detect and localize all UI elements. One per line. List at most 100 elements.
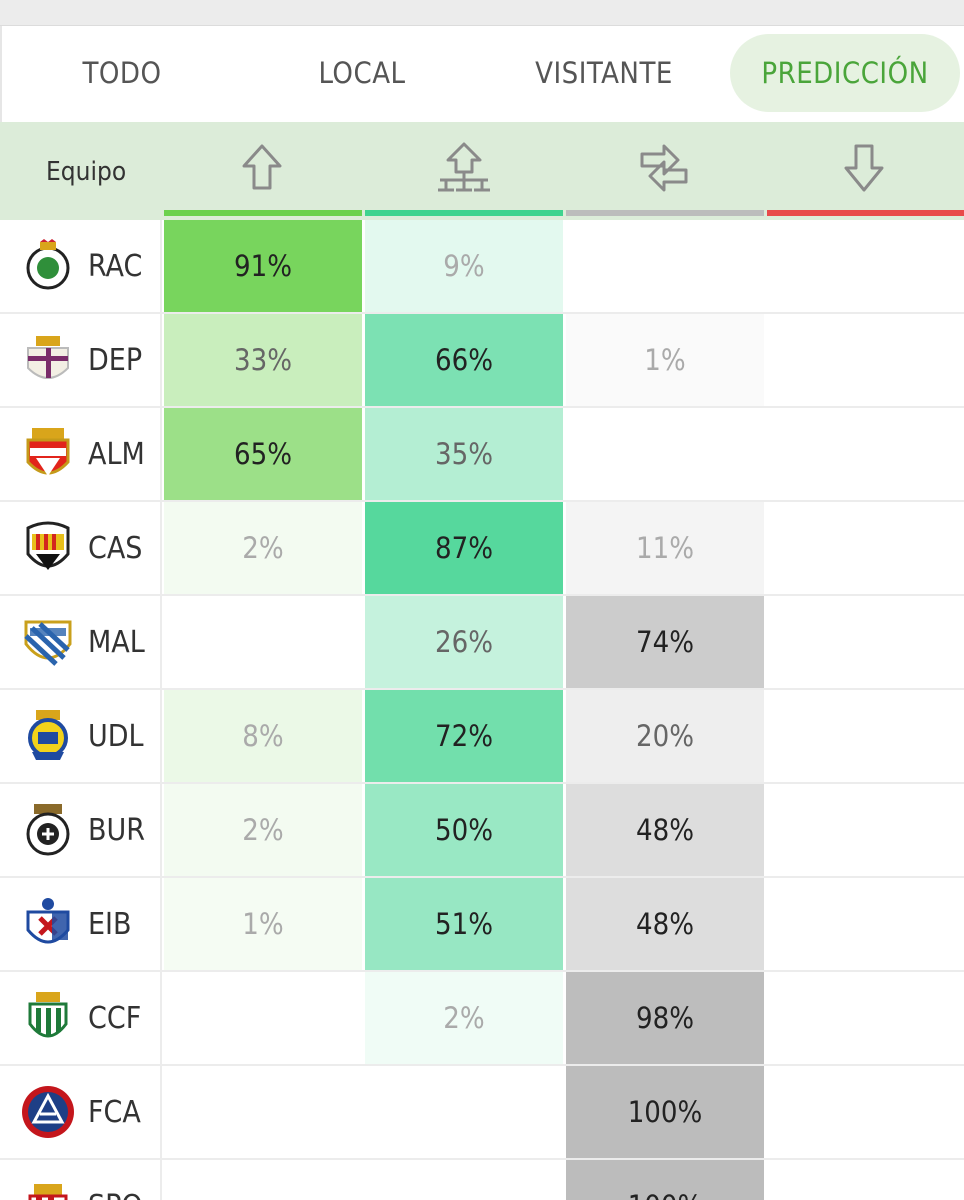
ascenso-cell: 2% bbox=[164, 784, 362, 876]
tab-bar: TODO LOCAL VISITANTE PREDICCIÓN bbox=[0, 26, 964, 122]
ascenso-cell: 1% bbox=[164, 878, 362, 970]
permanencia-cell: 98% bbox=[566, 972, 764, 1064]
table-row[interactable]: EIB 1% 51% 48% bbox=[0, 878, 964, 972]
team-abbr: CAS bbox=[88, 530, 143, 566]
permanencia-cell: 20% bbox=[566, 690, 764, 782]
permanencia-cell: 48% bbox=[566, 784, 764, 876]
top-status-strip bbox=[0, 0, 964, 26]
playoff-cell: 66% bbox=[365, 314, 563, 406]
malaga-crest-icon bbox=[24, 620, 72, 666]
ascenso-cell: 91% bbox=[164, 220, 362, 312]
playoff-cell: 51% bbox=[365, 878, 563, 970]
permanencia-cell bbox=[566, 220, 764, 312]
team-abbr: MAL bbox=[88, 624, 145, 660]
team-cell: ALM bbox=[0, 408, 162, 500]
playoff-cell: 9% bbox=[365, 220, 563, 312]
playoff-cell: 72% bbox=[365, 690, 563, 782]
swap-arrows-icon bbox=[640, 144, 688, 192]
descenso-cell bbox=[767, 408, 964, 500]
table-row[interactable]: SPO 100% bbox=[0, 1160, 964, 1200]
playoff-cell bbox=[365, 1160, 563, 1200]
team-cell: MAL bbox=[0, 596, 162, 688]
tab-todo[interactable]: TODO bbox=[82, 56, 162, 90]
tab-prediccion[interactable]: PREDICCIÓN bbox=[730, 34, 960, 112]
table-row[interactable]: ALM 65% 35% bbox=[0, 408, 964, 502]
permanencia-cell: 11% bbox=[566, 502, 764, 594]
eibar-crest-icon bbox=[26, 898, 70, 944]
ascenso-cell: 33% bbox=[164, 314, 362, 406]
team-cell: FCA bbox=[0, 1066, 162, 1158]
las-palmas-crest-icon bbox=[28, 710, 68, 760]
team-abbr: ALM bbox=[88, 436, 145, 472]
playoff-cell: 2% bbox=[365, 972, 563, 1064]
sporting-crest-icon bbox=[28, 1184, 68, 1200]
descenso-cell bbox=[767, 878, 964, 970]
team-cell: RAC bbox=[0, 220, 162, 312]
table-row[interactable]: MAL 26% 74% bbox=[0, 596, 964, 690]
ascenso-cell bbox=[164, 972, 362, 1064]
permanencia-cell: 48% bbox=[566, 878, 764, 970]
permanencia-cell: 100% bbox=[566, 1066, 764, 1158]
burgos-crest-icon bbox=[26, 804, 70, 856]
playoff-bracket-icon bbox=[438, 142, 490, 192]
team-abbr: UDL bbox=[88, 718, 144, 754]
team-cell: BUR bbox=[0, 784, 162, 876]
team-abbr: RAC bbox=[88, 248, 143, 284]
team-cell: DEP bbox=[0, 314, 162, 406]
table-row[interactable]: BUR 2% 50% 48% bbox=[0, 784, 964, 878]
team-cell: EIB bbox=[0, 878, 162, 970]
deportivo-crest-icon bbox=[27, 336, 69, 379]
descenso-cell bbox=[767, 972, 964, 1064]
permanencia-cell: 74% bbox=[566, 596, 764, 688]
permanencia-cell: 1% bbox=[566, 314, 764, 406]
playoff-cell: 50% bbox=[365, 784, 563, 876]
ascenso-cell: 8% bbox=[164, 690, 362, 782]
ascenso-cell bbox=[164, 596, 362, 688]
descenso-cell bbox=[767, 314, 964, 406]
team-cell: CCF bbox=[0, 972, 162, 1064]
team-abbr: BUR bbox=[88, 812, 146, 848]
ascenso-color-bar bbox=[164, 210, 362, 216]
andorra-crest-icon bbox=[22, 1086, 74, 1138]
arrow-up-icon bbox=[242, 144, 282, 190]
team-abbr: EIB bbox=[88, 906, 132, 942]
ascenso-cell: 65% bbox=[164, 408, 362, 500]
almeria-crest-icon bbox=[26, 428, 70, 476]
playoff-cell: 87% bbox=[365, 502, 563, 594]
tab-local[interactable]: LOCAL bbox=[318, 56, 406, 90]
descenso-cell bbox=[767, 502, 964, 594]
descenso-color-bar bbox=[767, 210, 964, 216]
table-header: Equipo bbox=[0, 122, 964, 220]
playoff-cell bbox=[365, 1066, 563, 1158]
descenso-cell bbox=[767, 1066, 964, 1158]
table-row[interactable]: RAC 91% 9% bbox=[0, 220, 964, 314]
permanencia-cell bbox=[566, 408, 764, 500]
team-abbr: DEP bbox=[88, 342, 143, 378]
permanencia-cell: 100% bbox=[566, 1160, 764, 1200]
team-abbr: SPO bbox=[88, 1160, 143, 1200]
arrow-down-icon bbox=[844, 144, 884, 192]
descenso-cell bbox=[767, 784, 964, 876]
table-row[interactable]: CCF 2% 98% bbox=[0, 972, 964, 1066]
tab-visitante[interactable]: VISITANTE bbox=[535, 56, 673, 90]
descenso-cell bbox=[767, 1160, 964, 1200]
table-row[interactable]: CAS 2% 87% 11% bbox=[0, 502, 964, 596]
playoff-cell: 26% bbox=[365, 596, 563, 688]
descenso-cell bbox=[767, 596, 964, 688]
cordoba-crest-icon bbox=[28, 992, 68, 1038]
descenso-cell bbox=[767, 220, 964, 312]
team-cell: SPO bbox=[0, 1160, 162, 1200]
table-row[interactable]: FCA 100% bbox=[0, 1066, 964, 1160]
table-row[interactable]: UDL 8% 72% 20% bbox=[0, 690, 964, 784]
team-abbr: FCA bbox=[88, 1094, 141, 1130]
permanencia-color-bar bbox=[566, 210, 764, 216]
ascenso-cell: 2% bbox=[164, 502, 362, 594]
descenso-cell bbox=[767, 690, 964, 782]
table-row[interactable]: DEP 33% 66% 1% bbox=[0, 314, 964, 408]
playoff-cell: 35% bbox=[365, 408, 563, 500]
castellon-crest-icon bbox=[26, 521, 70, 570]
ascenso-cell bbox=[164, 1160, 362, 1200]
team-column-header: Equipo bbox=[46, 157, 127, 187]
team-cell: CAS bbox=[0, 502, 162, 594]
team-cell: UDL bbox=[0, 690, 162, 782]
